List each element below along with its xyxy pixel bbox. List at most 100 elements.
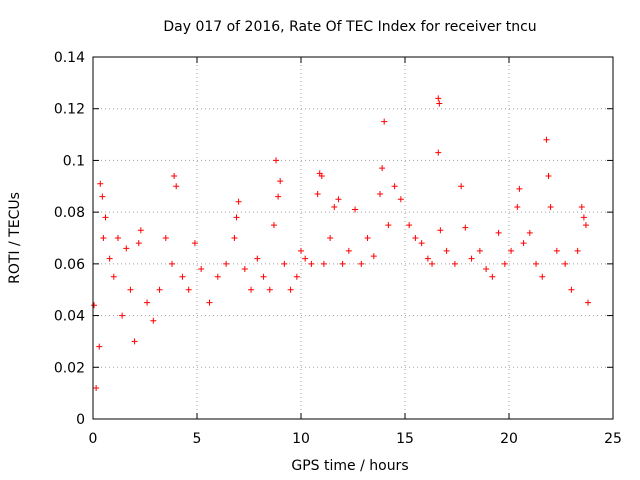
y-tick-label: 0.14: [54, 50, 85, 66]
data-point: [114, 235, 121, 241]
data-point: [235, 198, 242, 205]
data-point: [406, 222, 413, 229]
data-point: [102, 214, 109, 221]
data-point: [547, 203, 554, 210]
data-point: [476, 247, 483, 254]
data-point: [429, 260, 436, 267]
data-point: [568, 286, 575, 293]
data-point: [412, 235, 419, 241]
data-point: [137, 227, 144, 234]
data-point: [223, 260, 230, 267]
data-point: [580, 214, 587, 221]
data-point: [435, 149, 442, 156]
data-point: [179, 273, 186, 280]
data-point: [458, 183, 465, 190]
data-point: [91, 302, 98, 309]
data-point: [574, 247, 581, 254]
data-point: [545, 172, 552, 179]
data-point: [585, 299, 592, 306]
y-tick-label: 0.02: [54, 360, 85, 376]
y-tick-label: 0.06: [54, 257, 85, 273]
data-point: [578, 203, 585, 210]
data-point: [462, 224, 469, 231]
data-point: [379, 165, 386, 172]
data-point: [270, 222, 277, 229]
plot-frame: [92, 56, 614, 420]
data-point: [110, 273, 117, 280]
data-point: [162, 235, 169, 241]
y-tick-label: 0.08: [54, 205, 85, 221]
data-point: [483, 266, 490, 273]
data-point: [377, 191, 384, 198]
data-point: [241, 266, 248, 273]
y-axis-label: ROTI / TECUs: [7, 192, 23, 284]
data-point: [260, 273, 267, 280]
data-point: [358, 260, 365, 267]
x-tick-label: 15: [396, 431, 414, 447]
data-point: [514, 203, 521, 210]
chart-title: Day 017 of 2016, Rate Of TEC Index for r…: [163, 19, 536, 35]
data-point: [231, 235, 238, 241]
data-point: [281, 260, 288, 267]
data-point: [451, 260, 458, 267]
data-point: [171, 172, 178, 179]
x-tick-label: 0: [89, 431, 98, 447]
data-point: [437, 227, 444, 234]
axis-ticks: 0 5 10 15 20 25 0 0.02 0.04 0.06 0.08 0.1 0.12 0.14: [54, 50, 622, 447]
y-tick-label: 0: [76, 412, 85, 428]
data-point: [543, 136, 550, 143]
data-point: [345, 247, 352, 254]
data-point: [96, 343, 103, 350]
data-point: [206, 299, 213, 306]
data-point: [156, 286, 163, 293]
data-point: [248, 286, 255, 293]
data-point: [99, 193, 106, 200]
x-tick-label: 5: [193, 431, 202, 447]
x-tick-label: 10: [292, 431, 310, 447]
data-point: [298, 247, 304, 254]
data-point: [508, 247, 515, 254]
data-point: [489, 273, 496, 280]
y-tick-label: 0.04: [54, 309, 85, 325]
data-point: [582, 222, 589, 229]
data-point: [370, 253, 377, 260]
data-point: [516, 185, 523, 192]
data-point: [397, 196, 404, 203]
data-point: [273, 157, 280, 164]
y-tick-label: 0.1: [63, 153, 85, 169]
data-point: [214, 273, 221, 280]
data-point: [562, 260, 569, 267]
data-point: [173, 183, 180, 190]
data-point: [287, 286, 294, 293]
data-point: [443, 247, 450, 254]
data-point: [131, 338, 138, 345]
data-point: [385, 222, 392, 229]
data-point: [320, 260, 327, 267]
data-point: [185, 286, 192, 293]
data-point: [100, 235, 107, 241]
data-points: [91, 95, 592, 391]
data-point: [418, 240, 425, 247]
data-point: [339, 260, 346, 267]
data-point: [314, 191, 321, 198]
data-point: [302, 255, 309, 262]
data-point: [233, 214, 240, 221]
x-axis-label: GPS time / hours: [291, 458, 408, 474]
data-point: [468, 255, 475, 262]
data-point: [364, 235, 371, 241]
data-point: [424, 255, 431, 262]
data-point: [495, 229, 502, 236]
data-point: [327, 235, 334, 241]
data-point: [150, 317, 157, 324]
data-point: [277, 178, 284, 185]
x-tick-label: 25: [604, 431, 622, 447]
data-point: [436, 100, 443, 107]
data-point: [435, 95, 442, 102]
data-point: [293, 273, 300, 280]
data-point: [553, 247, 560, 254]
data-point: [93, 384, 100, 391]
data-point: [352, 206, 359, 213]
data-point: [266, 286, 273, 293]
data-point: [526, 229, 533, 236]
